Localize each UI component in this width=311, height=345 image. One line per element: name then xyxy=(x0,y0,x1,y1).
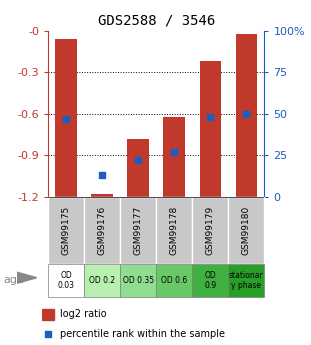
Bar xyxy=(164,117,185,197)
Bar xyxy=(192,197,228,264)
Polygon shape xyxy=(17,272,37,283)
Bar xyxy=(84,264,120,297)
Bar xyxy=(55,39,77,197)
Bar xyxy=(120,264,156,297)
Text: GSM99178: GSM99178 xyxy=(170,206,179,255)
Text: OD 0.6: OD 0.6 xyxy=(161,276,188,285)
Bar xyxy=(192,264,228,297)
Bar xyxy=(235,34,257,197)
Text: GSM99175: GSM99175 xyxy=(62,206,71,255)
Bar xyxy=(42,309,54,319)
Bar xyxy=(156,264,192,297)
Bar xyxy=(200,61,221,197)
Bar xyxy=(48,264,84,297)
Text: age: age xyxy=(3,276,24,285)
Text: OD 0.35: OD 0.35 xyxy=(123,276,154,285)
Bar xyxy=(128,139,149,197)
Text: GSM99180: GSM99180 xyxy=(242,206,251,255)
Text: OD 0.2: OD 0.2 xyxy=(89,276,115,285)
Bar xyxy=(120,197,156,264)
Text: GSM99176: GSM99176 xyxy=(98,206,107,255)
Bar xyxy=(91,194,113,197)
Text: OD
0.9: OD 0.9 xyxy=(204,270,216,290)
Text: GSM99179: GSM99179 xyxy=(206,206,215,255)
Bar xyxy=(48,197,84,264)
Bar xyxy=(228,197,264,264)
Bar xyxy=(228,264,264,297)
Text: log2 ratio: log2 ratio xyxy=(60,309,106,319)
Bar xyxy=(156,197,192,264)
Text: percentile rank within the sample: percentile rank within the sample xyxy=(60,329,225,339)
Bar xyxy=(84,197,120,264)
Text: stationar
y phase: stationar y phase xyxy=(229,270,264,290)
Text: GSM99177: GSM99177 xyxy=(134,206,143,255)
Text: OD
0.03: OD 0.03 xyxy=(58,270,75,290)
Title: GDS2588 / 3546: GDS2588 / 3546 xyxy=(98,13,215,27)
